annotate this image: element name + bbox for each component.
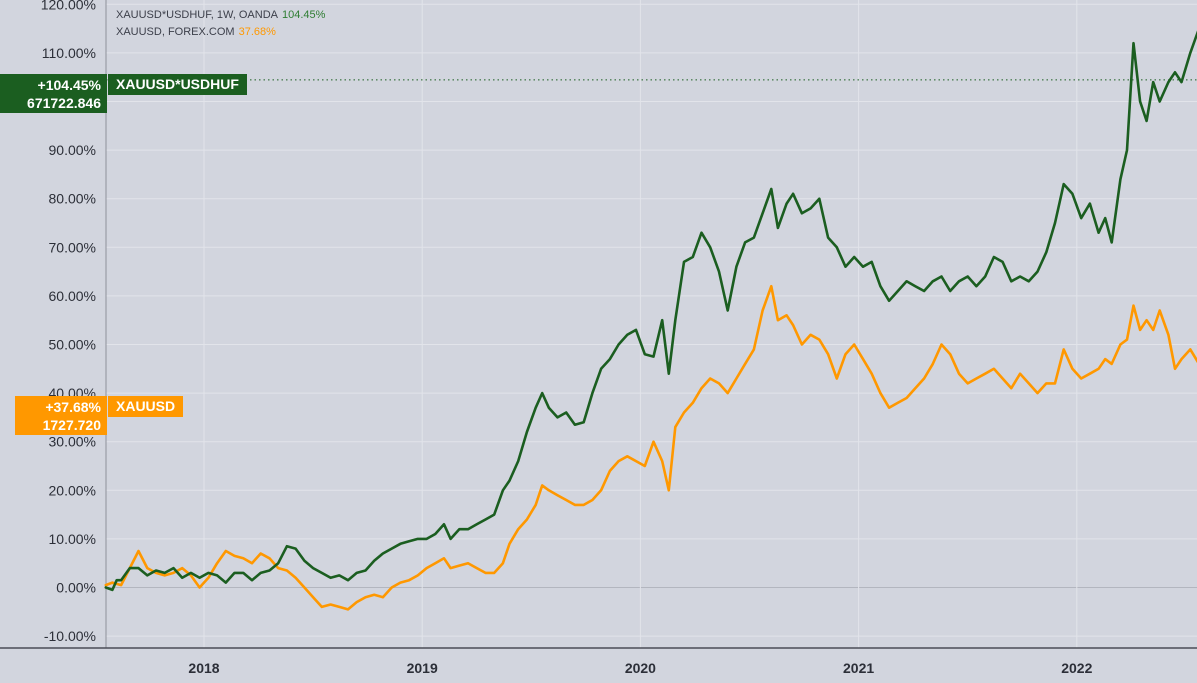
y-tick-label: 50.00%	[49, 337, 96, 353]
series-line-xauusd	[104, 284, 1197, 611]
green-price-value: 671722.846	[27, 95, 101, 111]
series-line-xauusd-usdhuf	[104, 30, 1197, 592]
y-tick-label: 90.00%	[49, 142, 96, 158]
orange-pct-tag: +37.68%	[45, 399, 101, 415]
orange-price-tag: +37.68% 1727.720	[15, 396, 107, 435]
series-layer	[104, 30, 1197, 611]
y-tick-label: 30.00%	[49, 434, 96, 450]
y-tick-label: 70.00%	[49, 239, 96, 255]
y-tick-label: 0.00%	[56, 580, 96, 596]
x-tick-label: 2018	[188, 660, 219, 676]
x-axis: 2018 2019 2020 2021 2022	[0, 647, 1197, 676]
green-pct-tag: +104.45%	[37, 77, 101, 93]
x-tick-label: 2020	[625, 660, 656, 676]
y-tick-label: 60.00%	[49, 288, 96, 304]
legend-orange-pct: 37.68%	[238, 26, 276, 38]
y-tick-label: 10.00%	[49, 531, 96, 547]
legend-green-text: XAUUSD*USDHUF, 1W, OANDA	[116, 9, 278, 21]
y-tick-label: 110.00%	[42, 45, 96, 61]
x-tick-label: 2021	[843, 660, 874, 676]
chart-legend: XAUUSD*USDHUF, 1W, OANDA 104.45% XAUUSD, …	[116, 7, 325, 41]
green-series-label: XAUUSD*USDHUF	[108, 74, 247, 95]
green-price-tag: +104.45% 671722.846	[0, 74, 107, 113]
y-tick-label: 80.00%	[49, 191, 96, 207]
grid-layer	[106, 0, 1197, 648]
x-tick-label: 2022	[1061, 660, 1092, 676]
y-tick-label: 20.00%	[49, 482, 96, 498]
orange-price-value: 1727.720	[42, 417, 101, 433]
legend-orange-text: XAUUSD, FOREX.COM	[116, 26, 235, 38]
legend-green-pct: 104.45%	[281, 9, 326, 21]
legend-row-green: XAUUSD*USDHUF, 1W, OANDA 104.45%	[116, 7, 325, 24]
y-tick-label: -10.00%	[44, 628, 96, 644]
x-tick-label: 2019	[407, 660, 438, 676]
orange-series-label: XAUUSD	[108, 396, 184, 417]
legend-row-orange: XAUUSD, FOREX.COM 37.68%	[116, 24, 325, 41]
y-tick-label: 120.00%	[41, 0, 96, 12]
